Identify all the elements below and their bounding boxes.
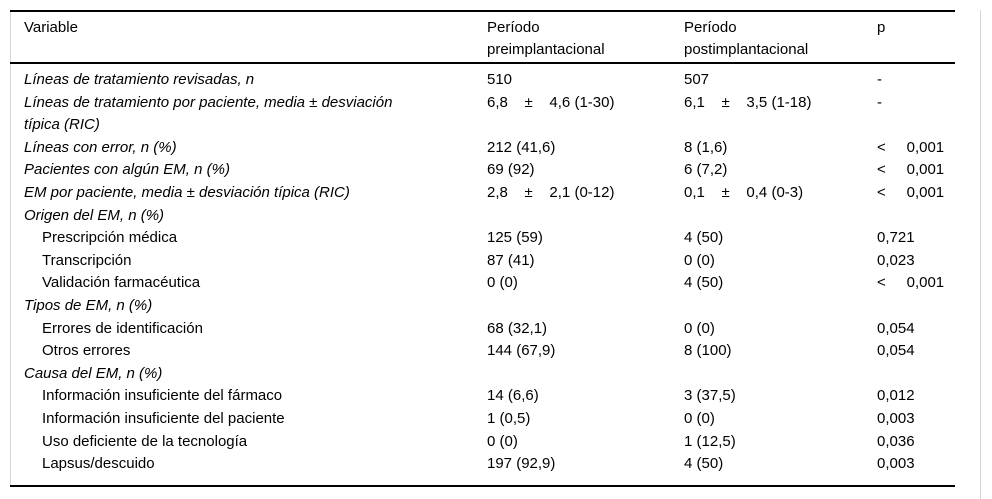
pre-period-value-cell: 0 (0) xyxy=(487,274,518,292)
p-value-cell: 0,721 xyxy=(877,229,915,247)
variable-cell: EM por paciente, media ± desviación típi… xyxy=(24,183,350,201)
p-value-cell: 0,036 xyxy=(877,432,915,450)
pre-period-value-cell: 2,8 ± 2,1 (0-12) xyxy=(487,183,615,201)
post-period-value-cell: 4 (50) xyxy=(684,274,724,292)
post-period-value-cell: 8 (1,6) xyxy=(684,138,728,156)
p-value-cell: 0,054 xyxy=(877,319,915,337)
table-row: Pacientes con algún EM, n (%) 69 (92) 6 (7… xyxy=(10,159,955,182)
p-value-cell: 0,003 xyxy=(877,455,915,473)
table-frame-right-border xyxy=(980,10,981,499)
p-value-cell: 0,023 xyxy=(877,251,915,269)
p-value-cell xyxy=(877,295,955,318)
post-period-value-cell: 3 (37,5) xyxy=(684,387,736,405)
table-row: Información insuficiente del paciente 1 (… xyxy=(10,408,955,431)
p-value-cell: < 0,001 xyxy=(877,274,945,292)
pre-period-value-cell xyxy=(487,295,684,318)
variable-cell: Pacientes con algún EM, n (%) xyxy=(24,161,230,179)
results-table: Variable Período preimplantacional Perío… xyxy=(10,10,955,487)
table-row: Tipos de EM, n (%) xyxy=(10,295,955,318)
pre-period-value-cell: 0 (0) xyxy=(487,432,518,450)
post-period-value-cell: 6,1 ± 3,5 (1-18) xyxy=(684,93,812,111)
p-value-cell: < 0,001 xyxy=(877,183,945,201)
pre-period-value-cell: 510 xyxy=(487,71,513,88)
post-period-value-cell: 1 (12,5) xyxy=(684,432,736,450)
variable-cell: Errores de identificación xyxy=(42,319,203,337)
post-period-value-cell: 0 (0) xyxy=(684,319,715,337)
post-period-value-cell xyxy=(684,205,877,228)
pre-period-value-cell: 144 (67,9) xyxy=(487,342,556,360)
p-value-cell: < 0,001 xyxy=(877,138,945,156)
table-row: Origen del EM, n (%) xyxy=(10,205,955,228)
variable-cell: Lapsus/descuido xyxy=(42,455,155,473)
pre-period-value-cell: 6,8 ± 4,6 (1-30) xyxy=(487,93,615,111)
pre-period-value-cell: 87 (41) xyxy=(487,251,535,269)
pre-period-value-cell xyxy=(487,205,684,228)
variable-cell: Información insuficiente del fármaco xyxy=(42,387,283,405)
p-value-cell: 0,012 xyxy=(877,387,915,405)
post-period-value-cell: 507 xyxy=(684,71,710,88)
table-row: Información insuficiente del fármaco 14 (… xyxy=(10,385,955,408)
variable-cell: Líneas de tratamiento por paciente, medi… xyxy=(24,93,393,134)
post-period-value-cell xyxy=(684,363,877,386)
variable-cell: Transcripción xyxy=(42,251,132,269)
table-frame-left-border xyxy=(10,10,11,487)
variable-cell: Tipos de EM, n (%) xyxy=(24,296,153,314)
col-header-periodo-preimplantacional: Período preimplantacional xyxy=(487,19,605,58)
table-row: Líneas con error, n (%) 212 (41,6) 8 (1,6)… xyxy=(10,137,955,160)
p-value-cell: 0,054 xyxy=(877,342,915,360)
table-row: Otros errores 144 (67,9) 8 (100) 0,054 xyxy=(10,340,955,363)
post-period-value-cell: 4 (50) xyxy=(684,455,724,473)
header-row: Variable Período preimplantacional Perío… xyxy=(10,11,955,63)
variable-cell: Origen del EM, n (%) xyxy=(24,206,165,224)
p-value-cell: 0,003 xyxy=(877,409,915,427)
table-body: Líneas de tratamiento revisadas, n 510 507… xyxy=(10,63,955,486)
table-row: Prescripción médica 125 (59) 4 (50) 0,721 xyxy=(10,227,955,250)
pre-period-value-cell: 125 (59) xyxy=(487,229,543,247)
p-value-cell: < 0,001 xyxy=(877,161,945,179)
post-period-value-cell: 0 (0) xyxy=(684,409,715,427)
p-value-cell xyxy=(877,205,955,228)
table-row: Validación farmacéutica 0 (0) 4 (50) < 0,00… xyxy=(10,272,955,295)
table-row: Líneas de tratamiento por paciente, medi… xyxy=(10,92,955,137)
variable-cell: Uso deficiente de la tecnología xyxy=(42,432,248,450)
table-row: Uso deficiente de la tecnología 0 (0) 1 (1… xyxy=(10,431,955,454)
pre-period-value-cell: 1 (0,5) xyxy=(487,409,531,427)
post-period-value-cell: 4 (50) xyxy=(684,229,724,247)
pre-period-value-cell: 197 (92,9) xyxy=(487,455,556,473)
col-header-periodo-postimplantacional: Período postimplantacional xyxy=(684,19,809,58)
variable-cell: Líneas de tratamiento revisadas, n xyxy=(24,71,255,88)
pre-period-value-cell: 69 (92) xyxy=(487,161,535,179)
table-row: Causa del EM, n (%) xyxy=(10,363,955,386)
post-period-value-cell: 0,1 ± 0,4 (0-3) xyxy=(684,183,804,201)
variable-cell: Información insuficiente del paciente xyxy=(42,409,285,427)
table-row: Transcripción 87 (41) 0 (0) 0,023 xyxy=(10,250,955,273)
variable-cell: Prescripción médica xyxy=(42,229,178,247)
variable-cell: Validación farmacéutica xyxy=(42,274,201,292)
pre-period-value-cell: 212 (41,6) xyxy=(487,138,556,156)
p-value-cell: - xyxy=(877,71,882,88)
post-period-value-cell: 0 (0) xyxy=(684,251,715,269)
col-header-variable: Variable xyxy=(24,19,78,36)
variable-cell: Otros errores xyxy=(42,342,131,360)
variable-cell: Líneas con error, n (%) xyxy=(24,138,177,156)
table-row: Errores de identificación 68 (32,1) 0 (0) 0… xyxy=(10,318,955,341)
pre-period-value-cell xyxy=(487,363,684,386)
post-period-value-cell xyxy=(684,295,877,318)
col-header-p: p xyxy=(877,19,886,36)
p-value-cell xyxy=(877,363,955,386)
table-row: Lapsus/descuido 197 (92,9) 4 (50) 0,003 xyxy=(10,453,955,486)
p-value-cell: - xyxy=(877,93,882,111)
variable-cell: Causa del EM, n (%) xyxy=(24,364,163,382)
pre-period-value-cell: 68 (32,1) xyxy=(487,319,548,337)
table-row: Líneas de tratamiento revisadas, n 510 507… xyxy=(10,63,955,92)
table-row: EM por paciente, media ± desviación típi… xyxy=(10,182,955,205)
post-period-value-cell: 6 (7,2) xyxy=(684,161,728,179)
pre-period-value-cell: 14 (6,6) xyxy=(487,387,539,405)
post-period-value-cell: 8 (100) xyxy=(684,342,732,360)
